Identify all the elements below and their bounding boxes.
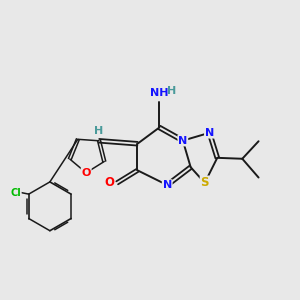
Text: NH: NH	[150, 88, 169, 98]
Text: S: S	[200, 176, 209, 189]
Text: N: N	[163, 180, 172, 190]
Text: Cl: Cl	[10, 188, 21, 197]
Text: O: O	[82, 168, 91, 178]
Text: H: H	[167, 86, 176, 97]
Text: O: O	[104, 176, 114, 189]
Text: H: H	[94, 126, 103, 136]
Text: N: N	[178, 136, 188, 146]
Text: N: N	[205, 128, 214, 138]
